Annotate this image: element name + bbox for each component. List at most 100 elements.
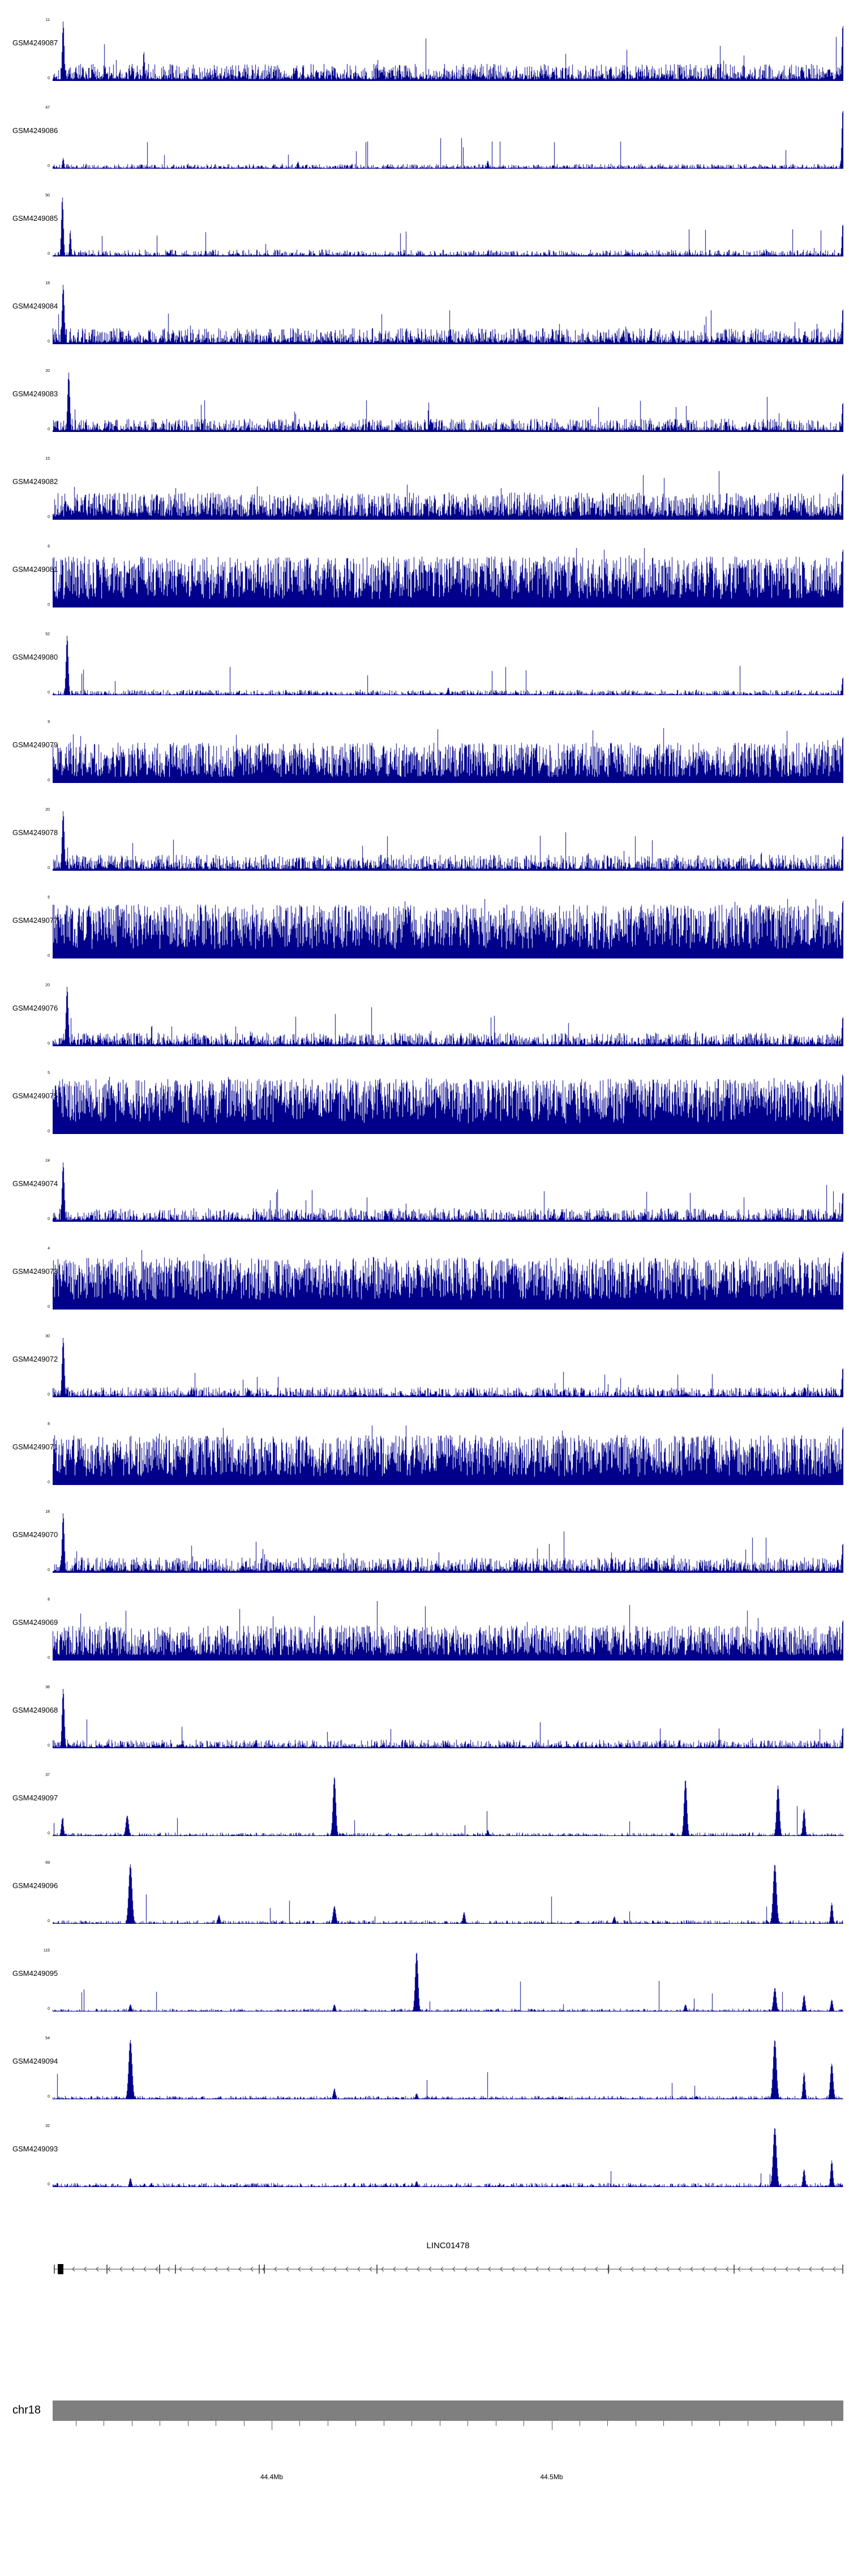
track-signal-plot: [53, 636, 843, 695]
track-ymax-label: 8: [48, 1598, 50, 1602]
strand-arrow-icon: [821, 2266, 824, 2272]
track-ymin-label: 0: [48, 1919, 50, 1923]
strand-arrow-icon: [119, 2266, 123, 2272]
strand-arrow-icon: [773, 2266, 777, 2272]
track-row: GSM4249073 4 0: [0, 1246, 849, 1333]
track-signal-plot: [53, 2128, 843, 2187]
track-ymax-label: 50: [45, 194, 50, 198]
track-signal-plot: [53, 1075, 843, 1134]
track-signal-plot: [53, 1162, 843, 1222]
track-row: GSM4249080 52 0: [0, 631, 849, 719]
strand-arrow-icon: [72, 2266, 75, 2272]
strand-arrow-icon: [369, 2266, 372, 2272]
strand-arrow-icon: [155, 2266, 158, 2272]
track-ymin-label: 0: [48, 1656, 50, 1660]
strand-arrow-icon: [726, 2266, 729, 2272]
strand-arrow-icon: [405, 2266, 408, 2272]
track-label: GSM4249085: [12, 214, 58, 222]
track-row: GSM4249075 5 0: [0, 1070, 849, 1158]
coverage-tracks-panel: GSM4249087 11 0 GSM4249086 47 0 GSM42490…: [0, 17, 849, 2211]
track-label: GSM4249071: [12, 1443, 58, 1451]
strand-arrow-icon: [179, 2266, 182, 2272]
strand-arrow-icon: [131, 2266, 135, 2272]
track-signal-plot: [53, 1864, 843, 1924]
track-row: GSM4249070 18 0: [0, 1509, 849, 1597]
track-signal-plot: [53, 1513, 843, 1573]
track-row: GSM4249081 6 0: [0, 544, 849, 631]
strand-arrow-icon: [690, 2266, 693, 2272]
track-signal-plot: [53, 197, 843, 256]
track-label: GSM4249070: [12, 1530, 58, 1539]
track-ymin-label: 0: [48, 164, 50, 168]
strand-arrow-icon: [250, 2266, 254, 2272]
track-signal-plot: [53, 987, 843, 1046]
strand-arrow-icon: [737, 2266, 741, 2272]
strand-arrow-icon: [476, 2266, 479, 2272]
strand-arrow-icon: [108, 2266, 111, 2272]
track-row: GSM4249068 36 0: [0, 1684, 849, 1772]
strand-arrow-icon: [666, 2266, 670, 2272]
track-ymax-label: 30: [45, 1334, 50, 1338]
strand-arrow-icon: [488, 2266, 491, 2272]
strand-arrow-icon: [642, 2266, 646, 2272]
track-row: GSM4249077 5 0: [0, 895, 849, 982]
strand-arrow-icon: [749, 2266, 753, 2272]
track-ymin-label: 0: [48, 603, 50, 607]
track-signal-plot: [53, 460, 843, 520]
track-signal-plot: [53, 1338, 843, 1397]
exon-box: [58, 2264, 63, 2274]
strand-arrow-icon: [464, 2266, 468, 2272]
track-ymax-label: 5: [48, 896, 50, 900]
track-label: GSM4249073: [12, 1267, 58, 1276]
strand-arrow-icon: [298, 2266, 301, 2272]
track-label: GSM4249068: [12, 1706, 58, 1714]
strand-arrow-icon: [167, 2266, 170, 2272]
track-ymin-label: 0: [48, 691, 50, 695]
track-ymax-label: 54: [45, 2036, 50, 2040]
track-label: GSM4249078: [12, 828, 58, 837]
track-ymax-label: 5: [48, 1071, 50, 1075]
track-row: GSM4249069 8 0: [0, 1597, 849, 1684]
track-row: GSM4249072 30 0: [0, 1333, 849, 1421]
track-signal-plot: [53, 548, 843, 607]
strand-arrow-icon: [833, 2266, 836, 2272]
track-ymin-label: 0: [48, 1480, 50, 1484]
track-label: GSM4249096: [12, 1881, 58, 1890]
track-row: GSM4249078 20 0: [0, 807, 849, 895]
track-row: GSM4249095 115 0: [0, 1948, 849, 2035]
strand-arrow-icon: [809, 2266, 812, 2272]
strand-arrow-icon: [381, 2266, 384, 2272]
strand-arrow-icon: [714, 2266, 717, 2272]
track-signal-plot: [53, 811, 843, 871]
strand-arrow-icon: [678, 2266, 681, 2272]
gene-structure-svg: [54, 2264, 843, 2274]
track-ymin-label: 0: [48, 1305, 50, 1309]
track-ymin-label: 0: [48, 954, 50, 958]
track-ymin-label: 0: [48, 2095, 50, 2099]
strand-arrow-icon: [452, 2266, 456, 2272]
strand-arrow-icon: [96, 2266, 99, 2272]
strand-arrow-icon: [215, 2266, 218, 2272]
track-row: GSM4249085 50 0: [0, 192, 849, 280]
track-ymin-label: 0: [48, 2183, 50, 2186]
track-label: GSM4249083: [12, 390, 58, 398]
track-ymax-label: 6: [48, 545, 50, 549]
chromosome-label: chr18: [12, 2404, 41, 2416]
track-label: GSM4249079: [12, 741, 58, 749]
track-label: GSM4249081: [12, 565, 58, 574]
track-ymin-label: 0: [48, 340, 50, 344]
track-ymax-label: 4: [48, 1247, 50, 1251]
strand-arrow-icon: [761, 2266, 765, 2272]
track-ymax-label: 9: [48, 720, 50, 724]
track-label: GSM4249082: [12, 477, 58, 486]
strand-arrow-icon: [547, 2266, 551, 2272]
track-signal-plot: [53, 2040, 843, 2099]
coordinate-label: 44.4Mb: [260, 2473, 283, 2481]
track-ymax-label: 115: [43, 1949, 50, 1953]
track-label: GSM4249094: [12, 2057, 58, 2065]
track-ymin-label: 0: [48, 1832, 50, 1835]
track-row: GSM4249084 18 0: [0, 280, 849, 368]
track-ymin-label: 0: [48, 1042, 50, 1046]
track-signal-plot: [53, 1689, 843, 1748]
